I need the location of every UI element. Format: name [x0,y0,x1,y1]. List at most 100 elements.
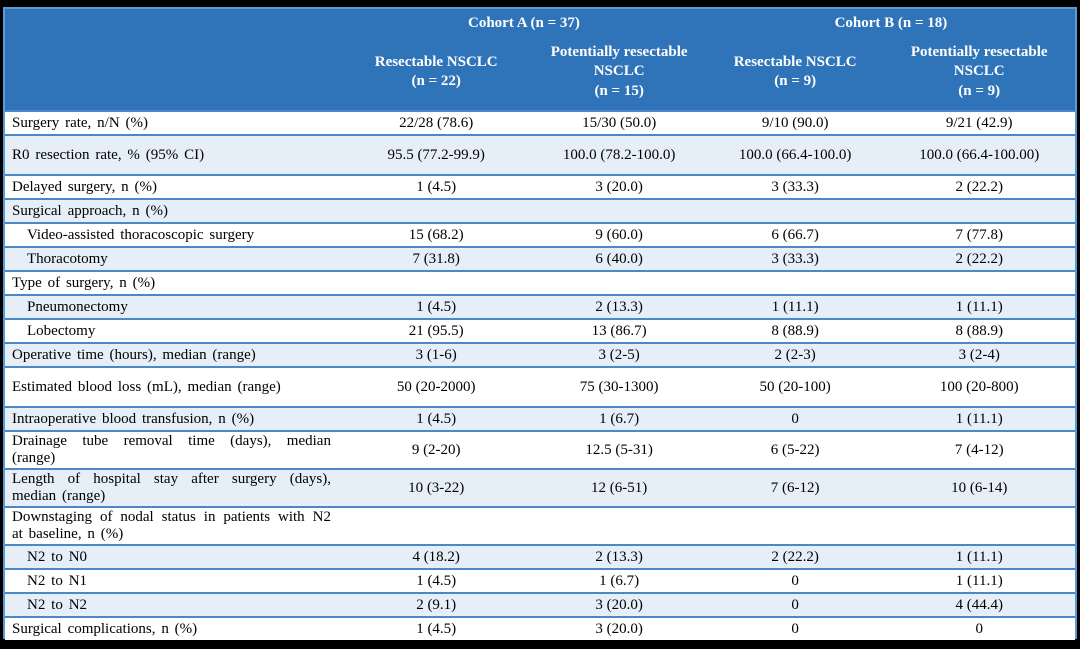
table-row: Operative time (hours), median (range) 3 … [5,342,1075,367]
value-cell: 21 (95.5) [340,318,532,343]
value-cell: 1 (11.1) [883,406,1075,431]
table-row: Drainage tube removal time (days), media… [5,430,1075,469]
value-cell: 4 (18.2) [340,544,532,569]
header-corner-cell [5,9,341,34]
value-cell: 0 [706,616,884,640]
row-label: Pneumonectomy [5,294,341,319]
col-title: Potentially resectable NSCLC [550,43,688,80]
col-title: Resectable NSCLC [374,53,498,70]
value-cell: 100.0 (66.4-100.0) [706,134,884,175]
table-row: Video-assisted thoracoscopic surgery 15 (… [5,222,1075,247]
value-cell: 6 (5-22) [706,430,884,469]
value-cell [883,506,1075,545]
row-label: Video-assisted thoracoscopic surgery [5,222,341,247]
row-label: N2 to N1 [5,568,341,593]
col-title: Resectable NSCLC [733,53,857,70]
value-cell [883,198,1075,223]
row-label: Surgical complications, n (%) [5,616,341,640]
row-label: Downstaging of nodal status in patients … [5,506,341,545]
value-cell: 12 (6-51) [531,468,707,507]
value-cell: 3 (2-4) [883,342,1075,367]
value-cell: 2 (13.3) [531,294,707,319]
row-label: R0 resection rate, % (95% CI) [5,134,341,175]
value-cell: 6 (66.7) [706,222,884,247]
value-cell [706,270,884,295]
col-n: (n = 22) [411,73,461,89]
value-cell: 100.0 (66.4-100.00) [883,134,1075,175]
table-row: Delayed surgery, n (%) 1 (4.5) 3 (20.0) 3 (… [5,174,1075,199]
value-cell: 50 (20-100) [706,366,884,407]
table-row: N2 to N2 2 (9.1) 3 (20.0) 0 4 (44.4) [5,592,1075,617]
value-cell: 1 (11.1) [706,294,884,319]
value-cell: 2 (22.2) [883,174,1075,199]
col-title: Potentially resectable NSCLC [910,43,1048,80]
value-cell: 1 (11.1) [883,544,1075,569]
value-cell [883,270,1075,295]
row-label: N2 to N2 [5,592,341,617]
value-cell: 2 (22.2) [706,544,884,569]
value-cell: 8 (88.9) [883,318,1075,343]
value-cell: 6 (40.0) [531,246,707,271]
value-cell: 75 (30-1300) [531,366,707,407]
table-row: Length of hospital stay after surgery (d… [5,468,1075,507]
value-cell: 4 (44.4) [883,592,1075,617]
table-row: Intraoperative blood transfusion, n (%) 1… [5,406,1075,431]
table-row: R0 resection rate, % (95% CI) 95.5 (77.2-… [5,134,1075,175]
table-row: Downstaging of nodal status in patients … [5,506,1075,545]
value-cell: 15/30 (50.0) [531,110,707,135]
value-cell: 3 (33.3) [706,246,884,271]
value-cell: 3 (33.3) [706,174,884,199]
value-cell: 1 (4.5) [340,568,532,593]
row-label: Drainage tube removal time (days), media… [5,430,341,469]
surgical-outcomes-table: Cohort A (n = 37) Cohort B (n = 18) Rese… [5,9,1075,640]
cohort-b-header: Cohort B (n = 18) [706,9,1075,34]
value-cell [340,270,532,295]
value-cell: 95.5 (77.2-99.9) [340,134,532,175]
row-label: Type of surgery, n (%) [5,270,341,295]
value-cell: 0 [706,568,884,593]
value-cell: 1 (4.5) [340,294,532,319]
value-cell: 1 (4.5) [340,406,532,431]
table-row: N2 to N1 1 (4.5) 1 (6.7) 0 1 (11.1) [5,568,1075,593]
value-cell: 13 (86.7) [531,318,707,343]
value-cell [706,198,884,223]
value-cell: 0 [706,406,884,431]
row-label: N2 to N0 [5,544,341,569]
table-row: Surgical approach, n (%) [5,198,1075,223]
value-cell: 7 (31.8) [340,246,532,271]
value-cell: 50 (20-2000) [340,366,532,407]
value-cell: 7 (4-12) [883,430,1075,469]
col-header-resectable-a: Resectable NSCLC (n = 22) [340,34,532,111]
value-cell: 7 (77.8) [883,222,1075,247]
value-cell: 100 (20-800) [883,366,1075,407]
value-cell: 1 (4.5) [340,616,532,640]
cohort-a-header: Cohort A (n = 37) [340,9,707,34]
col-header-potentially-b: Potentially resectable NSCLC (n = 9) [883,34,1075,111]
value-cell [531,506,707,545]
row-label: Length of hospital stay after surgery (d… [5,468,341,507]
row-label: Surgery rate, n/N (%) [5,110,341,135]
value-cell [340,198,532,223]
col-n: (n = 9) [774,73,817,89]
row-label: Delayed surgery, n (%) [5,174,341,199]
table-row: Type of surgery, n (%) [5,270,1075,295]
column-header-row: Resectable NSCLC (n = 22) Potentially re… [5,34,1075,111]
row-label: Operative time (hours), median (range) [5,342,341,367]
value-cell: 10 (3-22) [340,468,532,507]
value-cell: 100.0 (78.2-100.0) [531,134,707,175]
value-cell: 2 (2-3) [706,342,884,367]
value-cell: 15 (68.2) [340,222,532,247]
table-row: Lobectomy 21 (95.5) 13 (86.7) 8 (88.9) 8 (88… [5,318,1075,343]
table-row: Surgery rate, n/N (%) 22/28 (78.6) 15/30 (… [5,110,1075,135]
value-cell: 3 (2-5) [531,342,707,367]
value-cell: 9/21 (42.9) [883,110,1075,135]
value-cell: 3 (20.0) [531,616,707,640]
value-cell: 2 (13.3) [531,544,707,569]
value-cell: 1 (4.5) [340,174,532,199]
value-cell: 1 (11.1) [883,568,1075,593]
value-cell: 9/10 (90.0) [706,110,884,135]
table-row: Pneumonectomy 1 (4.5) 2 (13.3) 1 (11.1) 1 (1… [5,294,1075,319]
col-n: (n = 15) [594,82,644,99]
value-cell [531,270,707,295]
value-cell: 3 (20.0) [531,592,707,617]
